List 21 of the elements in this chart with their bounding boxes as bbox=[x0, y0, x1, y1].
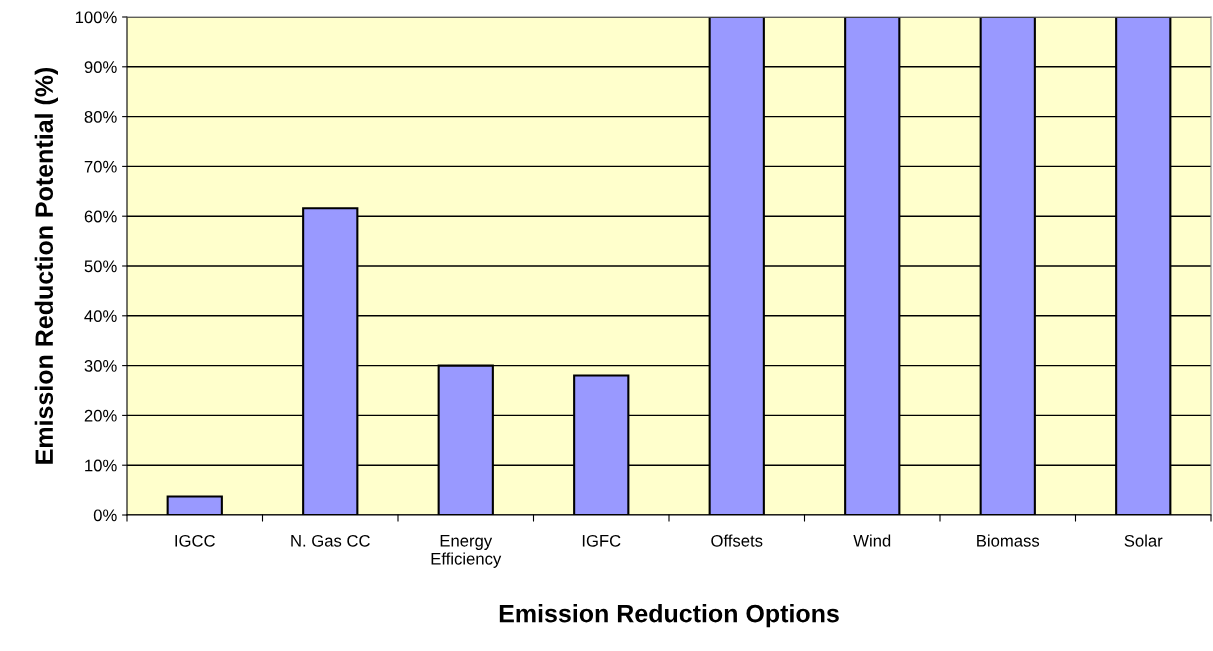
x-tick-label: Wind bbox=[853, 534, 891, 547]
y-axis-title: Emission Reduction Potential (%) bbox=[34, 67, 58, 464]
y-tick-label: 80% bbox=[84, 111, 117, 123]
x-tick-label: Offsets bbox=[711, 534, 763, 547]
y-tick-label: 30% bbox=[84, 360, 117, 372]
x-tick-label: IGFC bbox=[582, 534, 621, 547]
y-tick-label: 10% bbox=[85, 459, 117, 472]
x-tick-label: N. Gas CC bbox=[291, 534, 370, 547]
x-axis-title: Emission Reduction Options bbox=[499, 604, 839, 628]
y-tick-label: 50% bbox=[84, 260, 117, 273]
y-tick-label: 0% bbox=[93, 509, 117, 522]
y-tick-label: 40% bbox=[84, 310, 117, 322]
y-tick-label: 20% bbox=[84, 409, 117, 422]
y-tick-label: 70% bbox=[84, 160, 117, 173]
y-tick-label: 100% bbox=[75, 11, 117, 24]
x-tick-label: Solar bbox=[1124, 534, 1163, 547]
x-tick-label: Energy Efficiency bbox=[431, 535, 502, 568]
y-tick-label: 90% bbox=[84, 61, 117, 73]
y-tick-label: 60% bbox=[84, 210, 117, 223]
x-tick-label: Biomass bbox=[977, 534, 1040, 547]
x-tick-label: IGCC bbox=[175, 534, 215, 547]
